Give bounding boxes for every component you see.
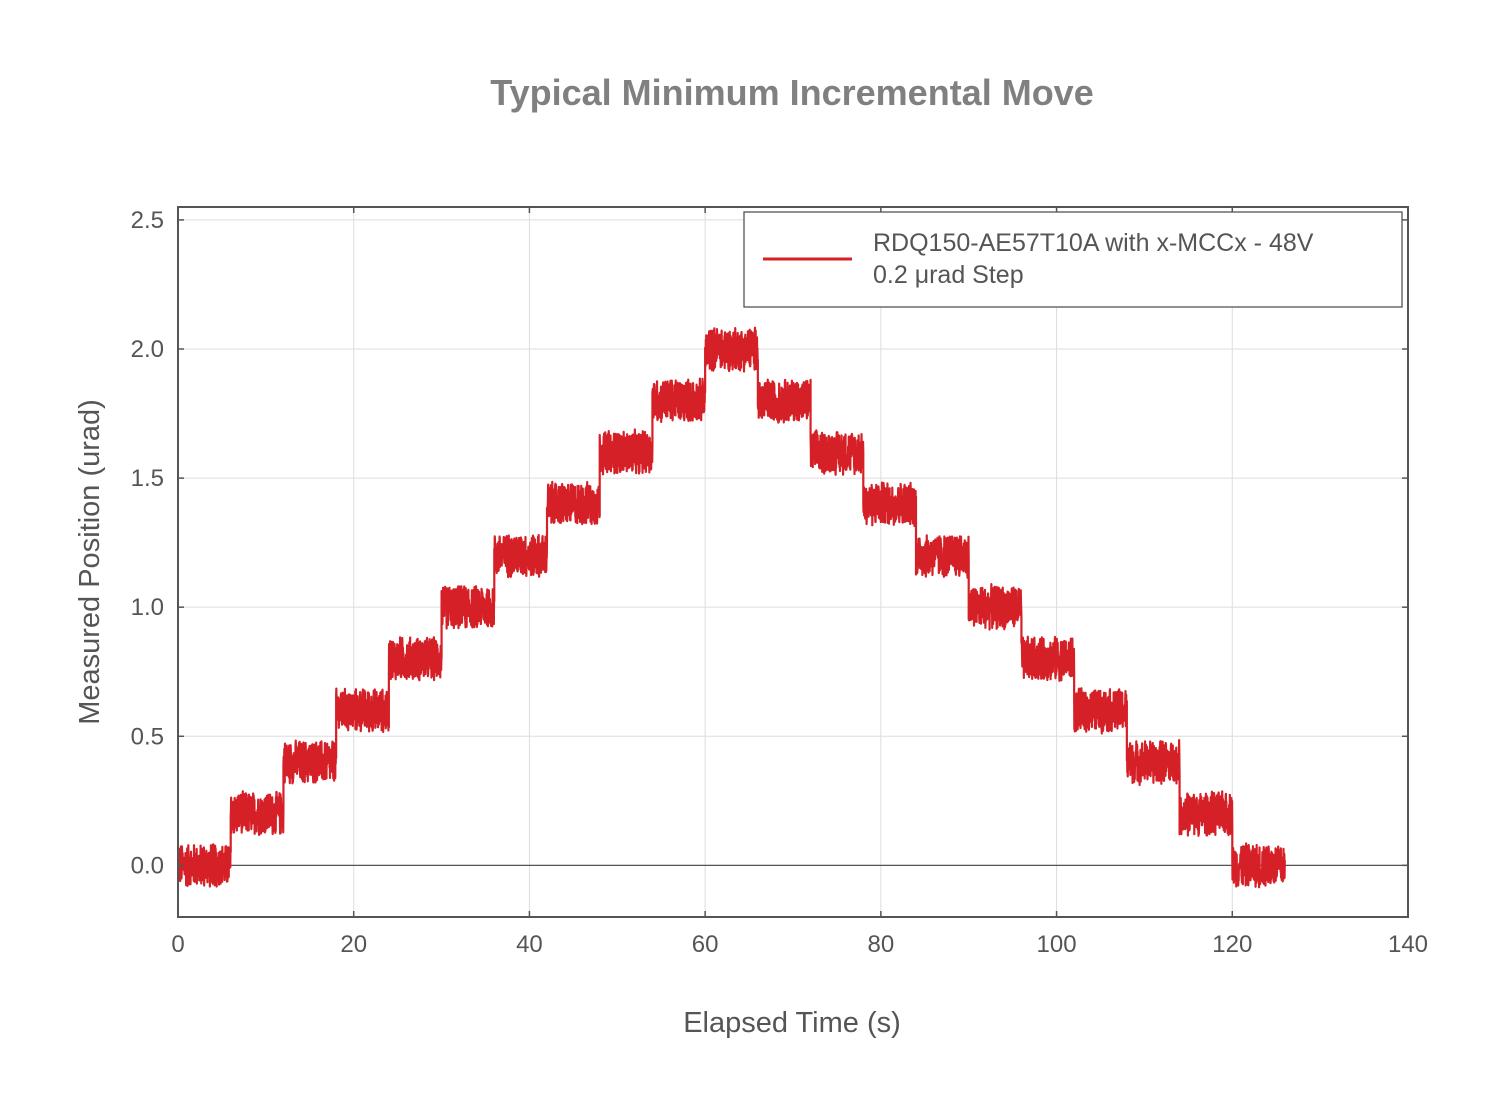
- x-tick-label: 80: [868, 931, 895, 958]
- chart-title: Typical Minimum Incremental Move: [490, 72, 1093, 113]
- ticks: 0 20 40 60 80 100 120 140 0.0 0.5 1.0 1.5 2.0 2.5: [131, 207, 1428, 958]
- x-tick-label: 0: [171, 931, 184, 958]
- x-tick-label: 140: [1388, 931, 1428, 958]
- legend-label-line-1: RDQ150-AE57T10A with x-MCCx - 48V: [873, 229, 1314, 257]
- x-tick-label: 60: [692, 931, 719, 958]
- series-layer: [177, 326, 1287, 889]
- y-tick-label: 1.0: [131, 594, 164, 621]
- x-tick-label: 100: [1037, 931, 1077, 958]
- y-tick-label: 2.5: [131, 207, 164, 234]
- legend-label-line-2: 0.2 μrad Step: [873, 261, 1024, 289]
- x-axis-label: Elapsed Time (s): [683, 1007, 901, 1039]
- legend-box: [743, 211, 1403, 308]
- y-tick-label: 1.5: [131, 465, 164, 492]
- y-tick-label: 0.5: [131, 723, 164, 750]
- x-tick-label: 40: [516, 931, 543, 958]
- series-line: [177, 326, 1287, 889]
- x-tick-label: 20: [340, 931, 367, 958]
- plot-frame: [177, 206, 1409, 918]
- y-tick-label: 2.0: [131, 336, 164, 363]
- legend: RDQ150-AE57T10A with x-MCCx - 48V 0.2 μr…: [743, 211, 1403, 308]
- x-tick-label: 120: [1212, 931, 1252, 958]
- y-tick-label: 0.0: [131, 852, 164, 879]
- y-axis-label: Measured Position (urad): [74, 399, 106, 725]
